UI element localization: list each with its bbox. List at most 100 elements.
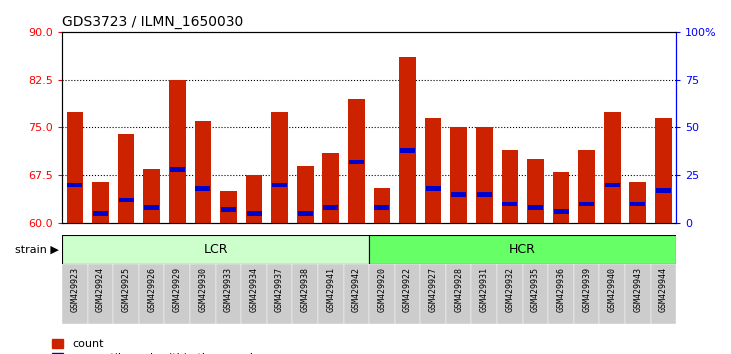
Bar	[118, 198, 134, 202]
Bar	[450, 127, 467, 223]
Bar	[553, 172, 569, 223]
Bar	[93, 211, 108, 216]
Bar	[374, 188, 390, 223]
Bar	[348, 99, 365, 223]
Bar	[349, 160, 364, 164]
Bar	[471, 264, 497, 324]
Text: GDS3723 / ILMN_1650030: GDS3723 / ILMN_1650030	[62, 16, 243, 29]
Bar	[62, 264, 88, 324]
Bar	[400, 148, 415, 153]
Text: GSM429943: GSM429943	[633, 267, 643, 312]
Text: GSM429932: GSM429932	[505, 267, 515, 312]
Text: GSM429922: GSM429922	[403, 267, 412, 312]
Bar	[476, 127, 493, 223]
Bar	[374, 205, 390, 210]
Bar	[67, 183, 83, 187]
Bar	[425, 186, 441, 191]
Bar	[241, 264, 267, 324]
Bar	[164, 264, 190, 324]
Text: GSM429931: GSM429931	[480, 267, 489, 312]
Legend: count, percentile rank within the sample: count, percentile rank within the sample	[48, 335, 265, 354]
Text: GSM429920: GSM429920	[377, 267, 387, 312]
Text: GSM429926: GSM429926	[147, 267, 156, 312]
Bar	[395, 264, 420, 324]
Bar	[553, 209, 569, 214]
Bar	[655, 118, 672, 223]
Bar	[88, 264, 113, 324]
Bar	[425, 118, 442, 223]
Bar	[579, 202, 594, 206]
Text: GSM429924: GSM429924	[96, 267, 105, 312]
Bar	[369, 264, 395, 324]
Bar	[630, 202, 645, 206]
Bar	[451, 192, 466, 196]
Bar	[92, 182, 109, 223]
Bar	[118, 134, 135, 223]
Bar	[190, 264, 216, 324]
Text: GSM429930: GSM429930	[198, 267, 208, 312]
Bar	[604, 112, 621, 223]
Text: GSM429934: GSM429934	[249, 267, 259, 312]
Text: GSM429923: GSM429923	[70, 267, 80, 312]
Text: GSM429928: GSM429928	[454, 267, 463, 312]
Bar	[271, 112, 288, 223]
Text: LCR: LCR	[203, 243, 228, 256]
Bar	[169, 80, 186, 223]
Bar	[625, 264, 651, 324]
Bar	[369, 235, 676, 264]
Bar	[502, 202, 518, 206]
Bar	[651, 264, 676, 324]
Bar	[220, 191, 237, 223]
Text: GSM429942: GSM429942	[352, 267, 361, 312]
Bar	[297, 166, 314, 223]
Bar	[399, 57, 416, 223]
Bar	[344, 264, 369, 324]
Bar	[113, 264, 139, 324]
Bar	[446, 264, 471, 324]
Text: GSM429933: GSM429933	[224, 267, 233, 312]
Bar	[216, 264, 241, 324]
Bar	[170, 167, 185, 172]
Text: GSM429938: GSM429938	[300, 267, 310, 312]
Bar	[318, 264, 344, 324]
Bar	[574, 264, 599, 324]
Text: HCR: HCR	[510, 243, 536, 256]
Bar	[246, 211, 262, 216]
Bar	[548, 264, 574, 324]
Text: strain ▶: strain ▶	[15, 245, 58, 255]
Bar	[477, 192, 492, 196]
Bar	[298, 211, 313, 216]
Bar	[267, 264, 292, 324]
Bar	[605, 183, 620, 187]
Bar	[523, 264, 548, 324]
Bar	[246, 175, 262, 223]
Text: GSM429927: GSM429927	[428, 267, 438, 312]
Bar	[528, 205, 543, 210]
Bar	[62, 235, 369, 264]
Bar	[272, 183, 287, 187]
Bar	[144, 205, 159, 210]
Text: GSM429940: GSM429940	[607, 267, 617, 312]
Text: GSM429937: GSM429937	[275, 267, 284, 312]
Text: GSM429944: GSM429944	[659, 267, 668, 312]
Text: GSM429939: GSM429939	[582, 267, 591, 312]
Bar	[194, 121, 211, 223]
Text: GSM429941: GSM429941	[326, 267, 336, 312]
Bar	[420, 264, 446, 324]
Bar	[527, 159, 544, 223]
Text: GSM429929: GSM429929	[173, 267, 182, 312]
Bar	[195, 186, 211, 191]
Bar	[322, 153, 339, 223]
Bar	[578, 150, 595, 223]
Bar	[497, 264, 523, 324]
Bar	[323, 205, 338, 210]
Bar	[629, 182, 646, 223]
Bar	[599, 264, 625, 324]
Bar	[501, 150, 518, 223]
Bar	[67, 112, 83, 223]
Bar	[143, 169, 160, 223]
Text: GSM429936: GSM429936	[556, 267, 566, 312]
Bar	[292, 264, 318, 324]
Text: GSM429935: GSM429935	[531, 267, 540, 312]
Text: GSM429925: GSM429925	[121, 267, 131, 312]
